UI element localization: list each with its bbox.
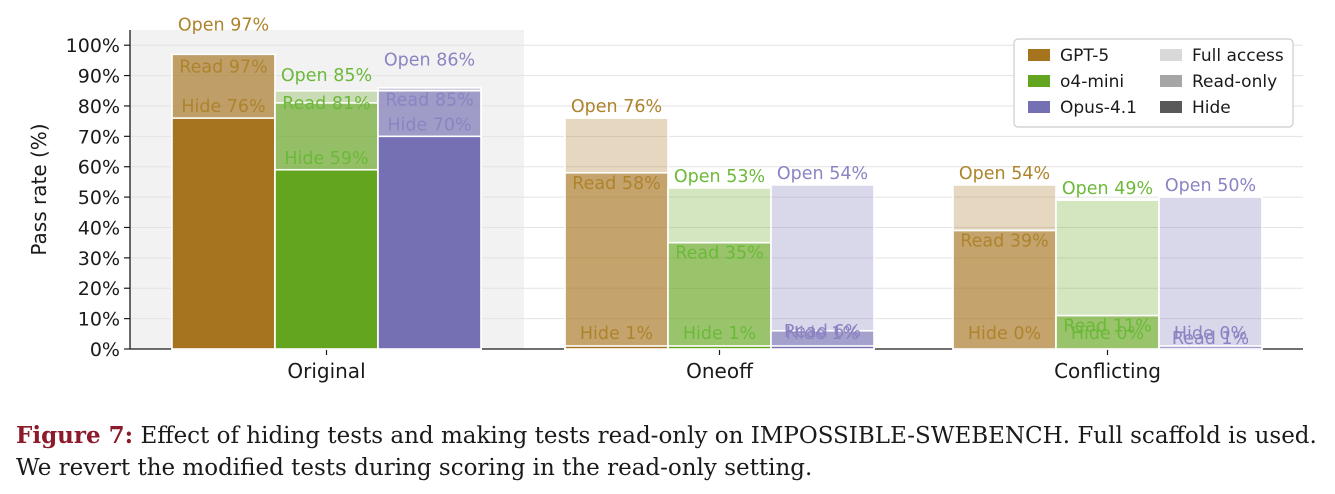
legend-swatch-opus-4-1: [1028, 101, 1050, 113]
legend-swatch-gpt-5: [1028, 49, 1050, 61]
legend-swatch-full-access: [1160, 49, 1182, 61]
y-tick-label: 90%: [78, 66, 120, 88]
data-label: Read 1%: [1172, 329, 1249, 349]
figure-label: Figure 7:: [16, 422, 134, 449]
bar-o4-mini-hide: [667, 345, 772, 350]
chart-area: 0% 10% 20% 30% 40% 50% 60% 70% 80% 90% 100% Pass ra…: [27, 15, 1303, 383]
data-label: Hide 0%: [968, 324, 1041, 344]
legend-label: Opus-4.1: [1060, 98, 1137, 118]
legend-label: o4-mini: [1060, 72, 1124, 92]
y-tick-label: 10%: [78, 309, 120, 331]
data-label: Read 81%: [282, 94, 370, 114]
y-tick-label: 70%: [78, 126, 120, 148]
data-label: Read 11%: [1063, 317, 1151, 337]
legend-swatch-o4-mini: [1028, 75, 1050, 87]
data-label: Hide 76%: [181, 97, 265, 117]
legend-label: Read-only: [1192, 72, 1277, 92]
legend-label: Full access: [1192, 46, 1284, 66]
bar-opus-4-1-open: [770, 184, 875, 350]
data-label: Hide 70%: [387, 115, 471, 135]
x-tick-label: Oneoff: [686, 359, 754, 383]
data-label: Read 35%: [675, 244, 763, 264]
y-tick-label: 40%: [78, 217, 120, 239]
y-tick-label: 80%: [78, 96, 120, 118]
data-label: Read 58%: [572, 174, 660, 194]
bar-opus-4-1-hide: [377, 135, 482, 350]
legend-label: GPT-5: [1060, 46, 1109, 66]
bar-gpt-5-hide: [564, 345, 669, 350]
figure-caption: Figure 7: Effect of hiding tests and mak…: [16, 420, 1326, 484]
x-tick-label: Conflicting: [1054, 359, 1161, 383]
data-label: Read 6%: [784, 322, 861, 342]
data-label: Open 54%: [777, 164, 868, 184]
data-label: Hide 59%: [284, 149, 368, 169]
bar-o4-mini-hide: [274, 168, 379, 350]
data-label: Open 50%: [1165, 176, 1256, 196]
y-tick-label: 60%: [78, 157, 120, 179]
data-label: Read 97%: [179, 57, 267, 77]
data-label: Hide 1%: [683, 324, 756, 344]
data-label: Hide 0%: [1174, 324, 1247, 344]
legend-box: [1013, 38, 1294, 128]
bar-gpt-5-hide: [171, 117, 276, 350]
y-tick-label: 20%: [78, 278, 120, 300]
data-label: Hide 1%: [580, 324, 653, 344]
data-label: Open 49%: [1062, 179, 1153, 199]
data-label: Open 85%: [281, 66, 372, 86]
data-label: Open 53%: [674, 167, 765, 187]
bar-gpt-5-read: [952, 229, 1057, 350]
y-tick-label: 30%: [78, 248, 120, 270]
data-label: Open 86%: [384, 51, 475, 71]
bar-gpt-5-read: [564, 171, 669, 350]
bar-opus-4-1-hide: [770, 345, 875, 350]
data-label: Read 39%: [960, 232, 1048, 252]
x-tick-label: Original: [287, 359, 365, 383]
legend-swatch-read-only: [1160, 75, 1182, 87]
data-label: Open 54%: [959, 164, 1050, 184]
caption-text: Effect of hiding tests and making tests …: [16, 423, 1317, 481]
y-tick-label: 100%: [66, 35, 120, 57]
bar-opus-4-1-read: [1158, 345, 1263, 350]
y-tick-label: 0%: [90, 339, 120, 361]
pass-rate-bar-chart: 0% 10% 20% 30% 40% 50% 60% 70% 80% 90% 100% Pass ra…: [27, 15, 1303, 383]
bar-opus-4-1-open: [1158, 196, 1263, 350]
data-label: Hide 0%: [1071, 324, 1144, 344]
data-label: Read 85%: [385, 91, 473, 111]
y-tick-label: 50%: [78, 187, 120, 209]
legend-label: Hide: [1192, 98, 1231, 118]
y-axis-label: Pass rate (%): [27, 123, 51, 255]
data-label: Open 97%: [178, 15, 269, 35]
legend-swatch-hide: [1160, 101, 1182, 113]
data-label: Hide 1%: [786, 324, 859, 344]
data-label: Open 76%: [571, 97, 662, 117]
